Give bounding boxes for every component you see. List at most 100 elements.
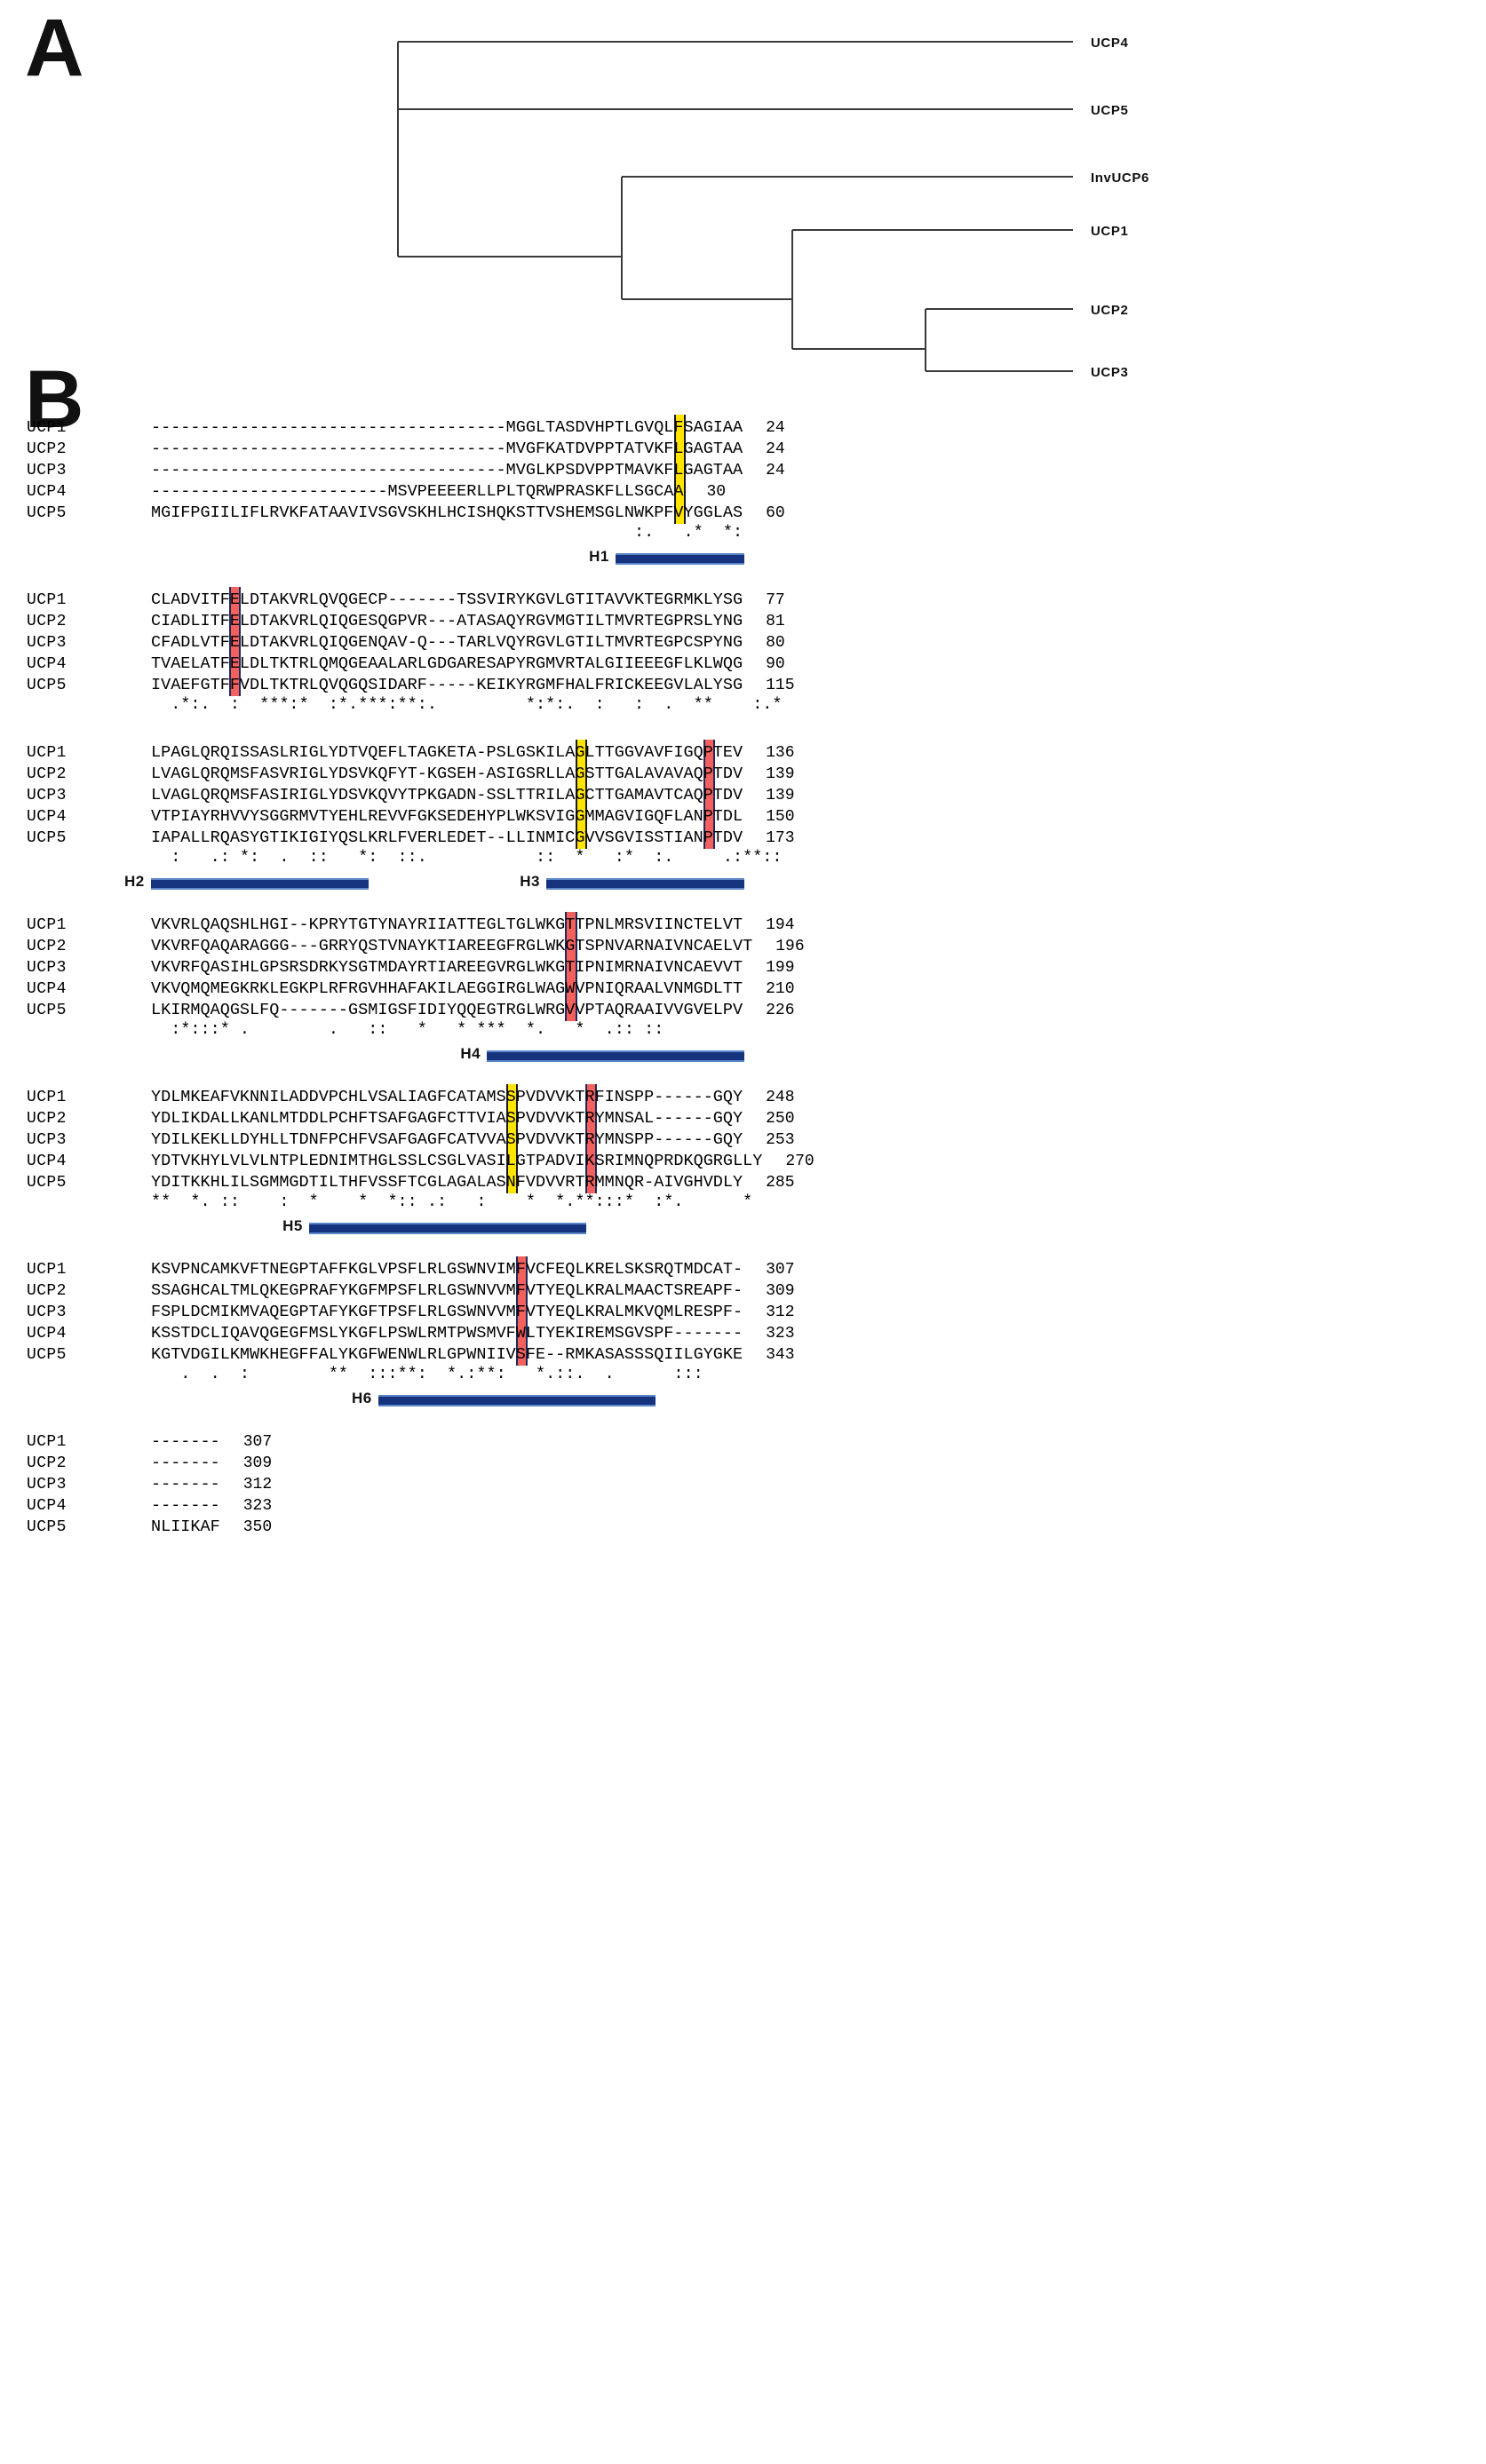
sequence-wrapper: SSAGHCALTMLQKEGPRAFYKGFMPSFLRLGSWNVVMFVT…	[151, 1278, 743, 1302]
sequence-residues: VKVQMQMEGKRKLEGKPLRFRGVHHAFAKILAEGGIRGLW…	[151, 979, 743, 998]
sequence-name: UCP2	[27, 440, 67, 458]
sequence-wrapper: ------------------------------------MVGL…	[151, 457, 743, 481]
alignment-row: UCP4 ------- 323	[0, 1495, 1486, 1517]
residue-count: 248	[766, 1089, 795, 1106]
alignment-row: UCP5 MGIFPGIILIFLRVKFATAAVIVSGVSKHLHCISHQ…	[0, 500, 1486, 524]
sequence-residues: YDLIKDALLKANLMTDDLPCHFTSAFGAGFCTTVIASPVD…	[151, 1109, 743, 1128]
highlight-column-red	[703, 740, 716, 764]
sequence-residues: ------------------------MSVPEEEERLLPLTQR…	[151, 482, 684, 501]
sequence-wrapper: -------	[151, 1474, 220, 1495]
helix-label: H2	[124, 873, 145, 890]
highlight-column-red	[515, 1299, 528, 1323]
alignment-block: UCP1 CLADVITFELDTAKVRLQVQGECP-------TSSVI…	[0, 587, 1486, 719]
panel-a-letter: A	[25, 3, 84, 93]
highlight-column-yellow	[673, 436, 686, 460]
highlight-column-yellow	[673, 479, 686, 503]
sequence-wrapper: ------------------------------------MVGF…	[151, 436, 743, 460]
sequence-wrapper: CFADLVTFELDTAKVRLQIQGENQAV-Q---TARLVQYRG…	[151, 630, 743, 654]
sequence-residues: TVAELATFELDLTKTRLQMQGEAALARLGDGARESAPYRG…	[151, 654, 743, 673]
residue-count: 139	[766, 765, 795, 783]
residue-count: 309	[242, 1454, 273, 1472]
alignment-row: UCP1 VKVRLQAQSHLHGI--KPRYTGTYNAYRIIATTEGL…	[0, 912, 1486, 936]
tree-tip-label-ucp4: UCP4	[1091, 36, 1128, 51]
highlight-column-red	[565, 955, 577, 978]
alignment-row: UCP4 KSSTDCLIQAVQGEGFMSLYKGFLPSWLRMTPWSMV…	[0, 1320, 1486, 1344]
conservation-gutter	[0, 1366, 151, 1389]
residue-count: 210	[766, 980, 795, 998]
tree-branches	[396, 40, 1073, 373]
alignment-row: UCP4 VKVQMQMEGKRKLEGKPLRFRGVHHAFAKILAEGGI…	[0, 976, 1486, 1000]
helix-annotation-row: H4	[0, 1044, 1486, 1064]
sequence-wrapper: KSSTDCLIQAVQGEGFMSLYKGFLPSWLRMTPWSMVFWLT…	[151, 1320, 743, 1344]
sequence-name: UCP5	[27, 1002, 67, 1019]
sequence-residues: FSPLDCMIKMVAQEGPTAFYKGFTPSFLRLGSWNVVMFVT…	[151, 1303, 743, 1321]
alignment-block: UCP1 YDLMKEAFVKNNILADDVPCHLVSALIAGFCATAMS…	[0, 1084, 1486, 1236]
sequence-name: UCP1	[27, 1261, 67, 1279]
alignment-row: UCP2 LVAGLQRQMSFASVRIGLYDSVKQFYT-KGSEH-AS…	[0, 761, 1486, 785]
alignment-row: UCP4 ------------------------MSVPEEEERLLP…	[0, 479, 1486, 503]
alignment-block: UCP1 VKVRLQAQSHLHGI--KPRYTGTYNAYRIIATTEGL…	[0, 912, 1486, 1064]
sequence-name: UCP4	[27, 483, 67, 501]
alignment-row: UCP2 ------------------------------------…	[0, 436, 1486, 460]
residue-count: 312	[766, 1303, 795, 1321]
highlight-column-yellow	[505, 1105, 518, 1129]
sequence-wrapper: LVAGLQRQMSFASVRIGLYDSVKQFYT-KGSEH-ASIGSR…	[151, 761, 743, 785]
highlight-column-red	[565, 933, 577, 957]
helix-label: H6	[351, 1390, 372, 1406]
residue-count: 77	[766, 591, 785, 609]
conservation-symbols: :*:::* . . :: * * *** *. * .:: ::	[151, 1020, 664, 1039]
sequence-wrapper: VKVRFQAQARAGGG---GRRYQSTVNAYKTIAREEGFRGL…	[151, 933, 752, 957]
sequence-residues: LKIRMQAQGSLFQ-------GSMIGSFIDIYQQEGTRGLW…	[151, 1001, 743, 1019]
helix-label: H5	[282, 1217, 303, 1234]
sequence-name: UCP4	[27, 655, 67, 673]
sequence-wrapper: VKVRLQAQSHLHGI--KPRYTGTYNAYRIIATTEGLTGLW…	[151, 912, 743, 936]
sequence-residues: KSSTDCLIQAVQGEGFMSLYKGFLPSWLRMTPWSMVFWLT…	[151, 1324, 743, 1343]
sequence-name: UCP5	[27, 1174, 67, 1192]
sequence-residues: LVAGLQRQMSFASVRIGLYDSVKQFYT-KGSEH-ASIGSR…	[151, 765, 743, 783]
sequence-name: UCP1	[27, 1433, 67, 1451]
residue-count: 323	[766, 1325, 795, 1343]
sequence-wrapper: LKIRMQAQGSLFQ-------GSMIGSFIDIYQQEGTRGLW…	[151, 997, 743, 1021]
highlight-column-red	[565, 912, 577, 936]
highlight-column-red	[584, 1169, 597, 1193]
alignment-row: UCP2 CIADLITFELDTAKVRLQIQGESQGPVR---ATASA…	[0, 608, 1486, 632]
alignment-row: UCP3 YDILKEKLLDYHLLTDNFPCHFVSAFGAGFCATVVA…	[0, 1127, 1486, 1151]
sequence-name: UCP3	[27, 1131, 67, 1149]
sequence-residues: YDITKKHLILSGMMGDTILTHFVSSFTCGLAGALASNFVD…	[151, 1173, 743, 1192]
sequence-name: UCP5	[27, 677, 67, 694]
highlight-column-red	[229, 608, 242, 632]
helix-bar-holder: H5	[151, 1217, 773, 1235]
sequence-wrapper: TVAELATFELDLTKTRLQMQGEAALARLGDGARESAPYRG…	[151, 651, 743, 675]
residue-count: 81	[766, 613, 785, 630]
alignment-row: UCP5 KGTVDGILKMWKHEGFFALYKGFWENWLRLGPWNII…	[0, 1342, 1486, 1366]
helix-label: H3	[520, 873, 540, 890]
sequence-wrapper: IVAEFGTFFVDLTKTRLQVQGQSIDARF-----KEIKYRG…	[151, 672, 743, 696]
conservation-gutter	[0, 1021, 151, 1044]
sequence-name: UCP1	[27, 419, 67, 437]
sequence-wrapper: VTPIAYRHVVYSGGRMVTYEHLREVVFGKSEDEHYPLWKS…	[151, 804, 743, 828]
alignment-row: UCP5 IAPALLRQASYGTIKIGIYQSLKRLFVERLEDET--…	[0, 825, 1486, 849]
residue-count: 250	[766, 1110, 795, 1128]
alignment-row: UCP5 YDITKKHLILSGMMGDTILTHFVSSFTCGLAGALAS…	[0, 1169, 1486, 1193]
residue-count: 196	[775, 938, 805, 955]
highlight-column-red	[229, 672, 242, 696]
helix-annotation-row: H6	[0, 1389, 1486, 1408]
highlight-column-red	[584, 1148, 597, 1172]
highlight-column-red	[584, 1127, 597, 1151]
sequence-name: UCP4	[27, 1325, 67, 1343]
highlight-column-red	[584, 1105, 597, 1129]
sequence-wrapper: -------	[151, 1495, 220, 1517]
highlight-column-red	[229, 587, 242, 611]
tree-tip-label-ucp3: UCP3	[1091, 365, 1128, 380]
residue-count: 285	[766, 1174, 795, 1192]
alignment-row: UCP3 FSPLDCMIKMVAQEGPTAFYKGFTPSFLRLGSWNVV…	[0, 1299, 1486, 1323]
sequence-name: UCP3	[27, 1303, 67, 1321]
sequence-name: UCP3	[27, 1476, 67, 1493]
residue-count: 199	[766, 959, 795, 977]
alignment-row: UCP2 SSAGHCALTMLQKEGPRAFYKGFMPSFLRLGSWNVV…	[0, 1278, 1486, 1302]
alignment-row: UCP2 ------- 309	[0, 1453, 1486, 1474]
tree-tip-label-ucp5: UCP5	[1091, 103, 1128, 118]
sequence-name: UCP3	[27, 787, 67, 804]
conservation-gutter	[0, 696, 151, 719]
alignment-row: UCP3 CFADLVTFELDTAKVRLQIQGENQAV-Q---TARLV…	[0, 630, 1486, 654]
